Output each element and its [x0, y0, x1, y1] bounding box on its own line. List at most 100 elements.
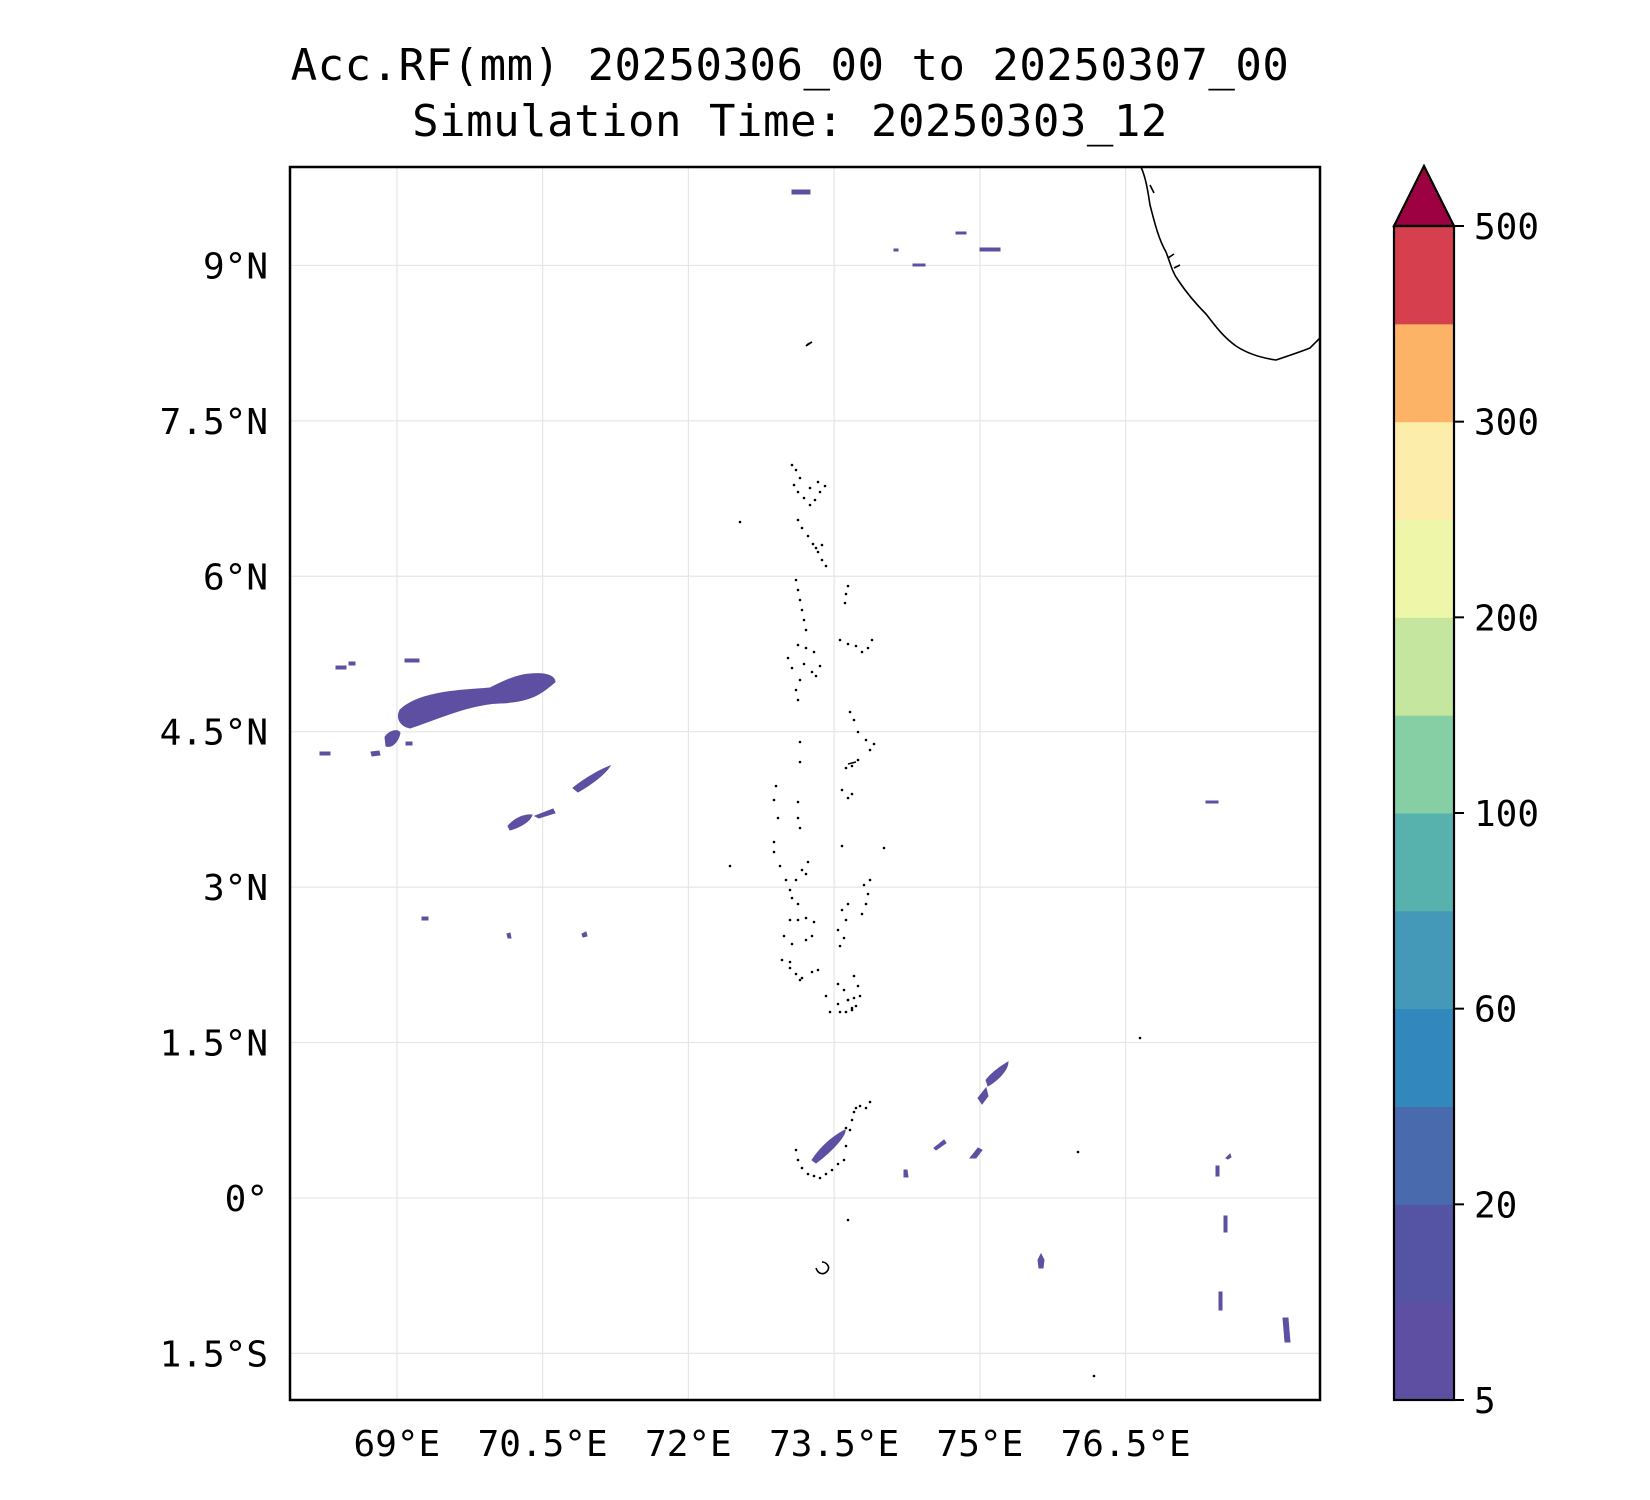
- atoll-islet: [798, 826, 802, 830]
- atoll-islet: [788, 960, 792, 964]
- atoll-islet: [856, 984, 860, 988]
- atoll-islet: [836, 928, 840, 932]
- atoll-islet: [790, 666, 794, 670]
- atoll-islet: [842, 988, 846, 992]
- atoll-islet: [800, 526, 804, 530]
- y-tick-label: 3°N: [203, 868, 268, 909]
- colorbar-segment: [1394, 1106, 1454, 1205]
- atoll-islet: [810, 670, 814, 674]
- atoll-islet: [806, 534, 810, 538]
- atoll-islet: [790, 942, 794, 946]
- atoll-islet: [862, 883, 866, 887]
- atoll-islet: [1076, 1150, 1080, 1154]
- y-axis: 9°N 7.5°N 6°N 4.5°N 3°N 1.5°N 0° 1.5°S: [160, 246, 268, 1375]
- atoll-islet: [824, 994, 828, 998]
- colorbar-segment: [1394, 1302, 1454, 1401]
- atoll-islet: [804, 916, 808, 920]
- atoll-islet: [814, 674, 818, 678]
- colorbar-tick-label: 200: [1474, 598, 1539, 639]
- atoll-islet: [804, 646, 808, 650]
- atoll-islet: [856, 758, 860, 762]
- y-tick-label: 9°N: [203, 246, 268, 287]
- atoll-islet: [788, 966, 792, 970]
- atoll-islet: [794, 878, 798, 882]
- atoll-islet: [864, 1106, 868, 1110]
- atoll-islet: [848, 1128, 852, 1132]
- y-tick-label: 1.5°N: [160, 1024, 268, 1065]
- maldives-atolls: [728, 463, 1142, 1378]
- atoll-islet: [780, 958, 784, 962]
- india-coastline: [1140, 167, 1320, 361]
- rain-area-west-speck-9: [581, 931, 588, 938]
- y-tick-label: 1.5°S: [160, 1334, 268, 1375]
- rain-area-north-speck-5: [912, 263, 926, 267]
- atoll-islet: [818, 664, 822, 668]
- rain-area-equator-band-4: [968, 1147, 983, 1159]
- atoll-islet: [864, 902, 868, 906]
- atoll-islet: [796, 816, 800, 820]
- island-north: [805, 341, 813, 347]
- atoll-islet: [788, 918, 792, 922]
- rain-area-north-speck-4: [893, 248, 899, 252]
- atoll-islet: [786, 656, 790, 660]
- colorbar-segment: [1394, 715, 1454, 814]
- atoll-islet: [811, 542, 815, 546]
- y-tick-label: 7.5°N: [160, 402, 268, 443]
- atoll-islet: [840, 844, 844, 848]
- x-tick-label: 69°E: [354, 1424, 441, 1465]
- atoll-islet: [804, 872, 808, 876]
- atoll-islet: [798, 476, 802, 480]
- rain-area-east-speck-4: [1225, 1153, 1232, 1160]
- atoll-islet: [806, 860, 810, 864]
- atoll-islet: [838, 944, 842, 948]
- map-title-line-2: Simulation Time: 20250303_12: [412, 96, 1168, 147]
- atoll-islet: [852, 974, 856, 978]
- atoll-islet: [860, 650, 864, 654]
- atoll-islet: [796, 698, 800, 702]
- colorbar-segment: [1394, 519, 1454, 618]
- rain-area-west-speck-1: [319, 751, 331, 756]
- atoll-islet: [848, 710, 852, 714]
- atoll-islet: [856, 730, 860, 734]
- atoll-islet: [850, 1118, 854, 1122]
- rain-area-west-small: [384, 730, 401, 747]
- atoll-islet: [802, 496, 806, 500]
- atoll-islet: [866, 892, 870, 896]
- atoll-islet: [852, 996, 856, 1000]
- rain-area-north-speck-1: [791, 189, 811, 195]
- rain-area-north-speck-3: [955, 231, 967, 235]
- x-tick-label: 76.5°E: [1061, 1424, 1191, 1465]
- colorbar-extend-arrow: [1392, 163, 1456, 228]
- atoll-islet: [796, 588, 800, 592]
- atoll-islet: [772, 798, 776, 802]
- atoll-islet: [824, 1172, 828, 1176]
- atoll-islet: [854, 644, 858, 648]
- rain-area-equator-speck-1: [903, 1169, 909, 1178]
- atoll-islet: [868, 1100, 872, 1104]
- atoll-islet: [836, 982, 840, 986]
- atoll-islet: [816, 480, 820, 484]
- colorbar-tick-label: 300: [1474, 403, 1539, 444]
- rain-area-equator-band-5: [933, 1139, 947, 1151]
- atoll-islet: [872, 742, 876, 746]
- atoll-islet: [778, 864, 782, 868]
- atoll-islet: [792, 483, 796, 487]
- colorbar-segment: [1394, 421, 1454, 520]
- rain-area-equator-band-2: [985, 1061, 1009, 1087]
- atoll-islet: [812, 920, 816, 924]
- atoll-islet: [1092, 1374, 1096, 1378]
- atoll-islet: [846, 642, 850, 646]
- atoll-islet: [810, 970, 814, 974]
- colorbar-tick-label: 20: [1474, 1185, 1517, 1226]
- atoll-islet: [828, 1010, 832, 1014]
- atoll-islet: [868, 878, 872, 882]
- atoll-islet: [846, 902, 850, 906]
- atoll-islet: [844, 918, 848, 922]
- atoll-islet: [852, 718, 856, 722]
- atoll-islet: [772, 850, 776, 854]
- atoll-islet: [868, 748, 872, 752]
- x-axis: 69°E 70.5°E 72°E 73.5°E 75°E 76.5°E: [354, 1424, 1191, 1465]
- atoll-islet: [808, 503, 812, 507]
- atoll-islet: [800, 608, 804, 612]
